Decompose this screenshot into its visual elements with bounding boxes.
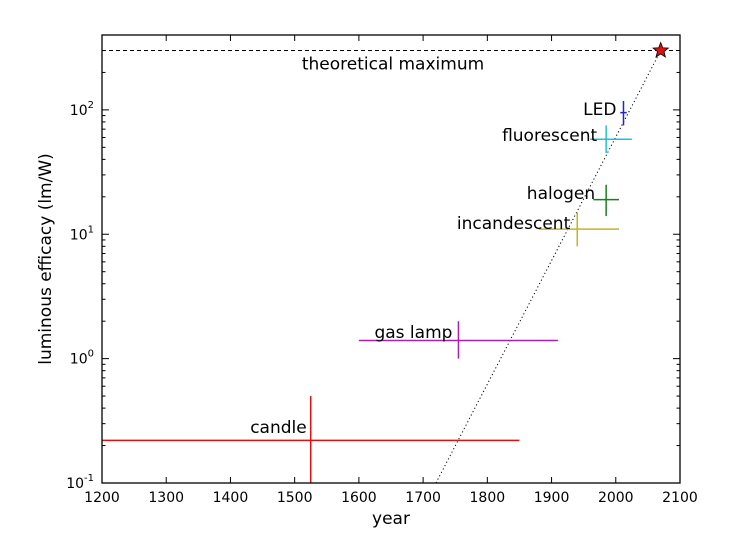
theoretical-maximum-label: theoretical maximum [302,55,484,75]
x-tick-label-2100: 2100 [662,490,698,506]
halogen-label: halogen [527,184,595,204]
x-tick-label-1500: 1500 [277,490,313,506]
candle-label: candle [250,418,307,438]
y-tick-label-1: 100 [70,349,94,368]
x-tick-label-2000: 2000 [598,490,634,506]
x-tick-label-1700: 1700 [405,490,441,506]
x-tick-label-1900: 1900 [534,490,570,506]
y-axis-label: luminous efficacy (lm/W) [36,153,56,365]
y-tick-label-10: 101 [70,224,94,243]
y-tick-label-0.1: 10-1 [66,473,94,492]
x-tick-label-1300: 1300 [148,490,184,506]
annotation-labels: theoretical maximum candle gas lamp incande… [250,55,616,438]
y-tick-label-100: 102 [70,100,94,119]
fluorescent-label: fluorescent [502,126,597,146]
theoretical-maximum-star [652,41,670,58]
x-tick-label-1800: 1800 [470,490,506,506]
chart-marks [102,41,680,484]
gas-lamp-label: gas lamp [374,323,452,343]
x-tick-label-1200: 1200 [84,490,120,506]
x-tick-label-1600: 1600 [341,490,377,506]
led-label: LED [583,100,616,120]
incandescent-label: incandescent [457,214,571,234]
x-tick-label-1400: 1400 [213,490,249,506]
plot-frame [101,34,681,484]
axis-ticks: 1200 1300 1400 1500 1600 1700 1800 1900 2000 2100… [66,34,698,506]
trend-line [435,50,662,484]
x-axis-label: year [372,509,410,529]
